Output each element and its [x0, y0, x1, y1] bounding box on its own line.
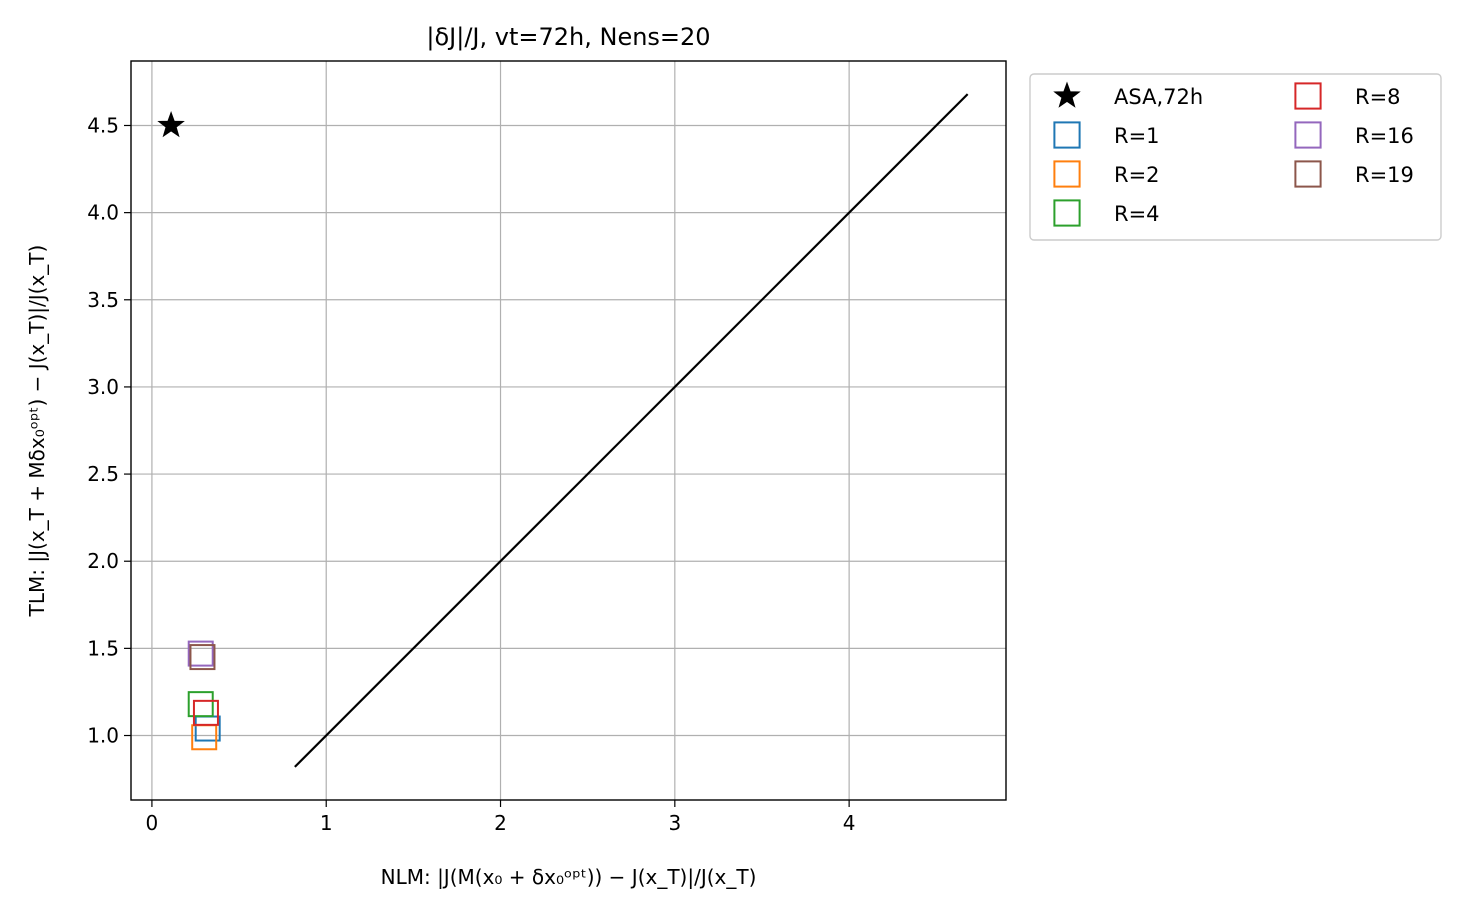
legend-label: ASA,72h — [1114, 85, 1203, 109]
y-tick-label: 2.5 — [87, 462, 119, 486]
legend-marker — [1294, 82, 1322, 110]
data-point — [187, 640, 214, 667]
legend-marker — [1053, 199, 1081, 227]
y-tick-label: 1.5 — [87, 636, 119, 660]
x-tick-label: 1 — [320, 811, 333, 835]
data-point — [187, 691, 214, 718]
x-tick-label: 0 — [146, 811, 159, 835]
data-point — [189, 644, 216, 671]
y-tick-label: 3.5 — [87, 288, 119, 312]
legend-label: R=4 — [1114, 202, 1160, 226]
legend-marker — [1294, 160, 1322, 188]
y-tick-label: 4.0 — [87, 201, 119, 225]
legend-label: R=1 — [1114, 124, 1160, 148]
legend-marker — [1053, 160, 1081, 188]
reference-line-layer — [294, 93, 969, 768]
legend-marker — [1053, 81, 1081, 108]
x-tick-label: 4 — [843, 811, 856, 835]
legend-label: R=16 — [1355, 124, 1414, 148]
legend-label: R=8 — [1355, 85, 1401, 109]
x-tick-label: 3 — [668, 811, 681, 835]
legend-marker — [1053, 121, 1081, 149]
legend-label: R=19 — [1355, 163, 1414, 187]
y-axis-label: TLM: |J(x_T + Mδx₀ᵒᵖᵗ) − J(x_T)|/J(x_T) — [25, 245, 49, 618]
y-tick-label: 4.5 — [87, 113, 119, 137]
y-tick-label: 2.0 — [87, 549, 119, 573]
grid — [131, 61, 1006, 800]
legend: ASA,72h R=1 R=2 R=4 R=8 R=16 R=19 — [1029, 73, 1442, 241]
axis-ticks: 0 1 2 3 4 1.0 1.5 2.0 2.5 3.0 3.5 4.0 4.5 — [87, 113, 855, 835]
x-axis-label: NLM: |J(M(x₀ + δx₀ᵒᵖᵗ)) − J(x_T)|/J(x_T) — [381, 865, 757, 889]
legend-box — [1029, 73, 1442, 241]
y-tick-label: 1.0 — [87, 724, 119, 748]
data-point — [157, 111, 185, 138]
data-point — [192, 699, 219, 726]
chart-title: |δJ|/J, vt=72h, Nens=20 — [426, 23, 710, 51]
legend-label: R=2 — [1114, 163, 1160, 187]
data-points — [157, 111, 221, 751]
reference-line — [294, 93, 969, 768]
legend-marker — [1294, 121, 1322, 149]
plot-frame — [130, 60, 1007, 801]
y-tick-label: 3.0 — [87, 375, 119, 399]
x-tick-label: 2 — [494, 811, 507, 835]
